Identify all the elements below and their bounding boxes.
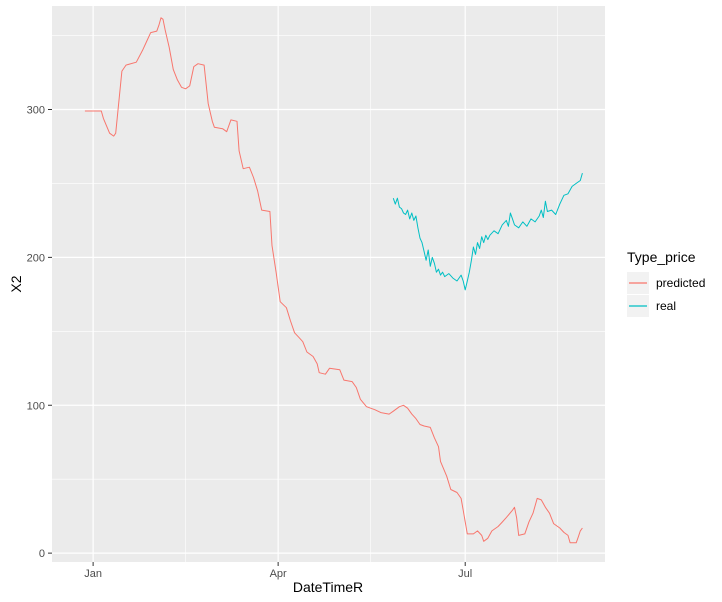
y-tick-label: 200 — [27, 252, 45, 264]
plot-panel — [52, 6, 605, 562]
legend-items: predicted real — [627, 272, 705, 317]
y-tick-label: 100 — [27, 400, 45, 412]
legend: Type_price predicted real — [627, 249, 705, 317]
x-tick-label: Apr — [270, 568, 287, 580]
legend-title: Type_price — [627, 249, 696, 265]
series-line-real — [392, 172, 583, 291]
y-tick-label: 0 — [39, 548, 45, 560]
data-series — [84, 17, 583, 544]
y-tick-label: 300 — [27, 105, 45, 117]
x-axis-title: DateTimeR — [293, 579, 363, 595]
x-tick-label: Jul — [458, 568, 472, 580]
x-tick-label: Jan — [84, 568, 102, 580]
y-axis-title: X2 — [8, 275, 24, 292]
legend-label-real: real — [656, 299, 676, 313]
axis-ticks: 0 100 200 300 Jan Apr Jul — [27, 105, 473, 580]
legend-label-predicted: predicted — [656, 276, 705, 290]
series-line-predicted — [84, 17, 583, 544]
